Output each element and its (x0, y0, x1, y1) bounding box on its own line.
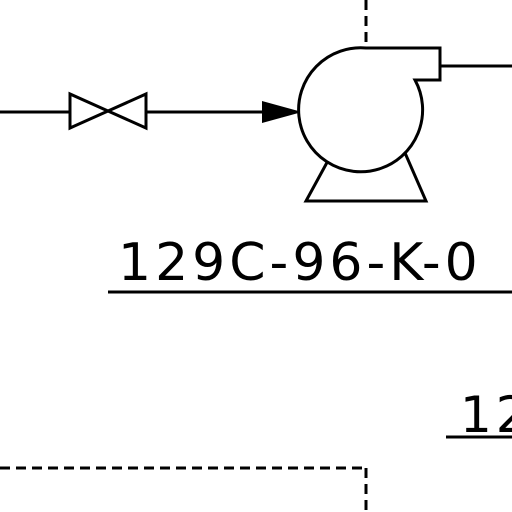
gate-valve-icon[interactable] (68, 91, 148, 131)
equipment-tag-label: 129C-96-K-0 (118, 233, 482, 293)
flow-arrow-icon (262, 101, 302, 123)
secondary-tag-label: 12 (460, 386, 512, 444)
centrifugal-pump-icon[interactable] (297, 46, 442, 203)
